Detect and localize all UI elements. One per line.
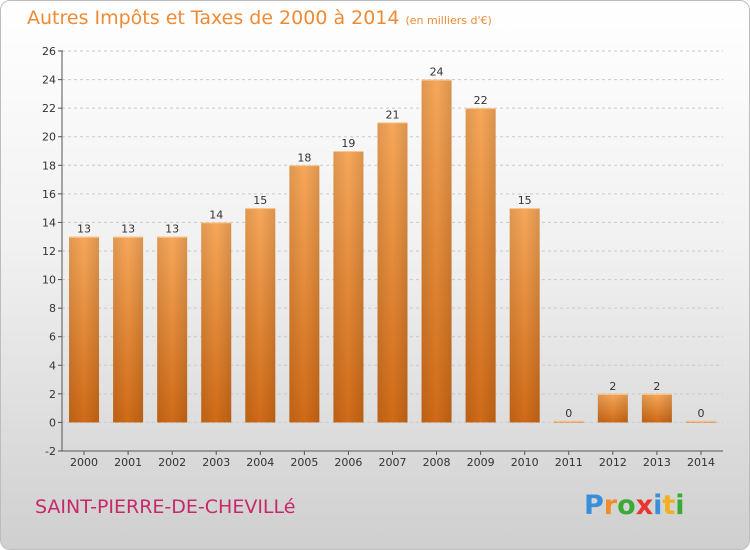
- y-tick-label: 0: [49, 416, 56, 429]
- y-tick-label: 10: [42, 274, 56, 287]
- y-tick-label: 12: [42, 245, 56, 258]
- y-tick-label: 14: [42, 216, 56, 229]
- bar-shade-2004: [245, 208, 276, 423]
- data-label-2003: 14: [209, 208, 223, 221]
- x-tick-label: 2013: [643, 456, 671, 469]
- y-tick-label: 2: [49, 388, 56, 401]
- logo-letter: i: [653, 490, 663, 521]
- bar-shade-2006: [333, 151, 364, 423]
- logo-letter: i: [675, 490, 685, 521]
- x-tick-label: 2007: [379, 456, 407, 469]
- title-unit: (en milliers d'€): [405, 14, 492, 27]
- bar-shade-2005: [289, 165, 320, 423]
- logo-letter: o: [617, 490, 636, 521]
- x-tick-label: 2010: [511, 456, 539, 469]
- proxiti-logo: Proxiti: [584, 490, 685, 521]
- data-label-2010: 15: [518, 194, 532, 207]
- x-tick-label: 2008: [423, 456, 451, 469]
- x-tick-label: 2006: [334, 456, 362, 469]
- bar-shade-2002: [157, 236, 188, 423]
- y-tick-label: 6: [49, 331, 56, 344]
- x-tick-label: 2011: [555, 456, 583, 469]
- data-label-2007: 21: [386, 108, 400, 121]
- logo-letter: x: [635, 490, 654, 521]
- x-tick-label: 2000: [70, 456, 98, 469]
- x-tick-label: 2001: [114, 456, 142, 469]
- y-tick-label: 18: [42, 159, 56, 172]
- y-tick-label: 20: [42, 131, 56, 144]
- x-tick-label: 2012: [599, 456, 627, 469]
- y-tick-label: 8: [49, 302, 56, 315]
- bars: [69, 79, 716, 423]
- y-tick-label: 22: [42, 102, 56, 115]
- data-label-2013: 2: [653, 380, 660, 393]
- logo-letter: t: [662, 490, 676, 521]
- x-tick-label: 2004: [246, 456, 274, 469]
- bar-shade-2003: [201, 222, 232, 423]
- data-label-2009: 22: [474, 94, 488, 107]
- data-label-2011: 0: [565, 407, 572, 420]
- data-label-2014: 0: [697, 407, 704, 420]
- bar-shade-2009: [465, 108, 496, 423]
- y-tick-label: -2: [45, 445, 56, 458]
- bar-shade-2008: [421, 79, 452, 423]
- logo-letter: r: [603, 490, 618, 521]
- y-tick-label: 4: [49, 359, 56, 372]
- commune-name: SAINT-PIERRE-DE-CHEVILLé: [35, 496, 296, 518]
- data-label-2008: 24: [430, 66, 444, 79]
- x-tick-label: 2009: [467, 456, 495, 469]
- x-axis-ticks: 2000 2001 2002 2003 2004 2005 2006 2007 2008 2009…: [70, 451, 715, 469]
- data-label-2012: 2: [609, 380, 616, 393]
- bar-shade-2001: [113, 236, 144, 423]
- y-tick-label: 26: [42, 45, 56, 58]
- data-label-2001: 13: [121, 223, 135, 236]
- data-label-2004: 15: [253, 194, 267, 207]
- x-tick-label: 2014: [687, 456, 715, 469]
- y-tick-label: 16: [42, 188, 56, 201]
- data-label-2000: 13: [77, 223, 91, 236]
- bar-shade-2013: [641, 393, 672, 423]
- x-tick-label: 2002: [158, 456, 186, 469]
- bar-shade-2000: [69, 236, 100, 423]
- data-label-2006: 19: [341, 137, 355, 150]
- bar-shade-2010: [509, 208, 540, 423]
- data-label-2005: 18: [297, 151, 311, 164]
- x-tick-label: 2003: [202, 456, 230, 469]
- data-label-2002: 13: [165, 223, 179, 236]
- logo-letter: P: [584, 490, 604, 521]
- bar-shade-2012: [597, 393, 628, 423]
- bar-shade-2007: [377, 122, 408, 423]
- chart-title: Autres Impôts et Taxes de 2000 à 2014 (en…: [27, 7, 492, 29]
- y-tick-label: 24: [42, 74, 56, 87]
- title-text: Autres Impôts et Taxes de 2000 à 2014: [27, 7, 400, 29]
- x-tick-label: 2005: [290, 456, 318, 469]
